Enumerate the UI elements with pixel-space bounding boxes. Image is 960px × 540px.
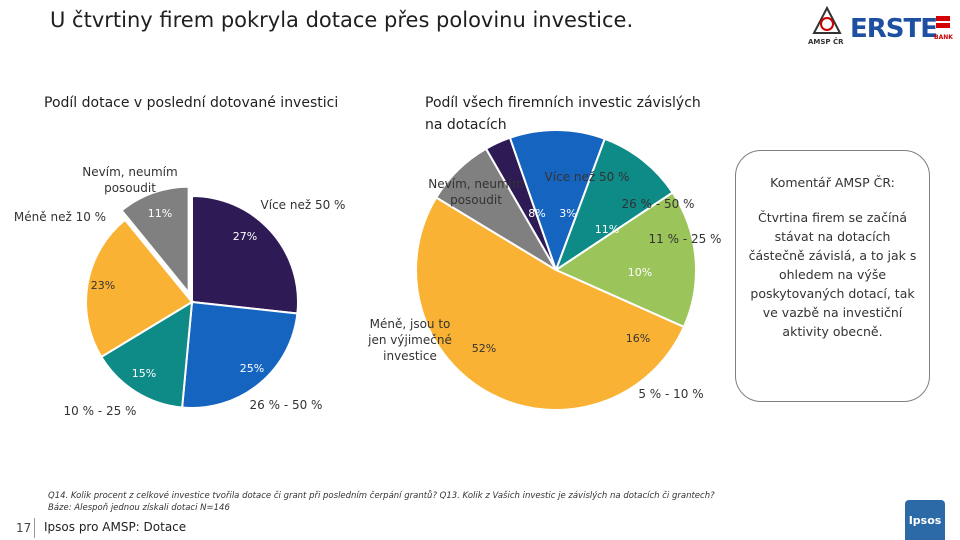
footnote-base: Báze: Alespoň jednou získali dotaci N=14… <box>48 503 230 513</box>
pie1-slice-1 <box>181 300 299 409</box>
pie1-category-label-1-line-0: 26 % - 50 % <box>250 398 323 412</box>
chart2-title-line1: Podíl všech firemních investic závislých <box>425 95 701 111</box>
comment-box: Komentář AMSP ČR: Čtvrtina firem se začí… <box>735 150 930 402</box>
pie2-category-label-0-line-0: Více než 50 % <box>545 170 630 184</box>
pie2-category-label-5-line-0: Nevím, neumím <box>428 177 523 191</box>
source-label: Ipsos pro AMSP: Dotace <box>44 520 187 534</box>
pie2-category-label-4-line-1: jen výjimečné <box>367 333 452 347</box>
chart2-title: Podíl všech firemních investic závislých… <box>425 92 701 136</box>
erste-logo: ERSTE <box>850 14 938 44</box>
pie2-category-label-1: 26 % - 50 % <box>622 197 695 211</box>
pie1-category-label-4-line-1: posoudit <box>104 181 156 195</box>
pie1-category-label-0: Více než 50 % <box>261 198 346 212</box>
pie2-value-label-5: 8% <box>528 207 545 220</box>
pie1-category-label-0-line-0: Více než 50 % <box>261 198 346 212</box>
chart1-title: Podíl dotace v poslední dotované investi… <box>44 95 339 111</box>
pie1-category-label-4-line-0: Nevím, neumím <box>82 165 177 179</box>
pie1-category-label-2-line-0: 10 % - 25 % <box>64 404 137 418</box>
chart2-title-line2: na dotacích <box>425 117 507 133</box>
pie2-category-label-1-line-0: 26 % - 50 % <box>622 197 695 211</box>
erste-logo-icon <box>936 16 950 28</box>
pie1-value-label-4: 11% <box>148 207 172 220</box>
ipsos-logo: Ipsos <box>905 500 945 540</box>
pie2-slice-1 <box>508 129 607 273</box>
pie2-category-label-4-line-0: Méně, jsou to <box>370 317 451 331</box>
pie1-category-label-3-line-0: Méně než 10 % <box>14 210 106 224</box>
pie2-category-label-5: Nevím, neumím posoudit <box>428 177 523 207</box>
page-number: 17 <box>16 521 32 535</box>
amsp-logo-icon <box>812 6 842 34</box>
pie1-slice-3 <box>85 218 194 359</box>
pie2-category-label-4: Méně, jsou to jen výjimečné investice <box>367 317 452 363</box>
pie2-category-label-3: 5 % - 10 % <box>638 387 703 401</box>
pie2-value-label-4: 52% <box>472 342 496 355</box>
pie2-slice-4 <box>415 196 686 411</box>
pie1-value-label-3: 23% <box>91 279 115 292</box>
footnote-questions: Q14. Kolik procent z celkové investice t… <box>48 491 715 501</box>
pie1-slice-4 <box>120 185 190 296</box>
pie2-value-label-2: 10% <box>628 266 652 279</box>
pie2-slice-3 <box>553 191 697 329</box>
pie2-category-label-4-line-2: investice <box>383 349 437 363</box>
pie1-slice-0 <box>191 194 299 315</box>
pie1-category-label-1: 26 % - 50 % <box>250 398 323 412</box>
pie1-value-label-1: 25% <box>240 362 264 375</box>
pie2-category-label-2-line-0: 11 % - 25 % <box>649 232 722 246</box>
pie1-value-label-0: 27% <box>233 230 257 243</box>
pie2-category-label-5-line-1: posoudit <box>450 193 502 207</box>
pie1-category-label-4: Nevím, neumím posoudit <box>82 165 177 195</box>
amsp-logo: AMSP ČR <box>808 38 844 46</box>
pie2-category-label-0: Více než 50 % <box>545 170 630 184</box>
pie2-slice-5 <box>434 147 557 271</box>
pie1-category-label-3: Méně než 10 % <box>14 210 106 224</box>
erste-logo-bank: BANK <box>934 34 953 41</box>
pie1-value-label-2: 15% <box>132 367 156 380</box>
pie2-value-label-0: 3% <box>559 207 576 220</box>
comment-title: Komentář AMSP ČR: <box>770 175 895 190</box>
pie2-category-label-2: 11 % - 25 % <box>649 232 722 246</box>
pie1-slice-2 <box>99 300 194 409</box>
pie2-slice-2 <box>553 137 674 273</box>
pie2-value-label-3: 16% <box>626 332 650 345</box>
page-title: U čtvrtiny firem pokryla dotace přes pol… <box>50 8 634 32</box>
pie2-value-label-1: 11% <box>595 223 619 236</box>
comment-text: Čtvrtina firem se začíná stávat na dotac… <box>748 210 917 339</box>
footnote: Q14. Kolik procent z celkové investice t… <box>48 490 768 514</box>
footer-divider <box>34 518 35 538</box>
pie2-category-label-3-line-0: 5 % - 10 % <box>638 387 703 401</box>
pie1-category-label-2: 10 % - 25 % <box>64 404 137 418</box>
